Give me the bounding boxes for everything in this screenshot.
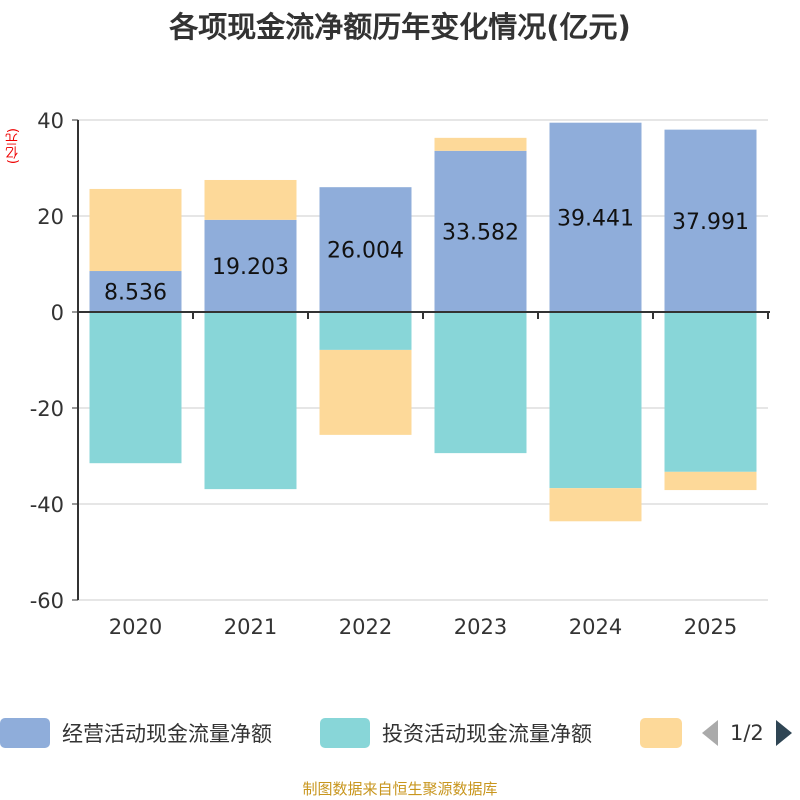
x-tick-label: 2020 xyxy=(109,615,162,639)
bar-segment xyxy=(204,312,297,490)
bar-segment xyxy=(664,471,757,491)
data-label: 39.441 xyxy=(557,206,634,231)
legend-item-operating[interactable]: 经营活动现金流量净额 xyxy=(0,718,272,748)
y-tick-label: 40 xyxy=(37,109,64,133)
bar-segment xyxy=(89,312,182,464)
y-tick-label: -60 xyxy=(30,589,64,613)
legend-swatch xyxy=(0,718,50,748)
x-tick-label: 2024 xyxy=(569,615,622,639)
next-page-icon[interactable] xyxy=(774,718,794,748)
bar-segment xyxy=(204,179,297,220)
legend-swatch xyxy=(640,718,682,748)
legend-item-financing[interactable] xyxy=(640,718,694,748)
y-tick-label: 0 xyxy=(51,301,64,325)
bar-segment xyxy=(89,271,182,312)
x-tick-label: 2021 xyxy=(224,615,277,639)
data-label: 26.004 xyxy=(327,239,404,264)
x-tick-label: 2023 xyxy=(454,615,507,639)
legend-label: 投资活动现金流量净额 xyxy=(382,722,592,746)
bar-segment xyxy=(434,137,527,151)
bar-segment xyxy=(89,188,182,272)
bar-segment xyxy=(549,488,642,522)
bar-segment xyxy=(319,312,412,350)
chart-title: 各项现金流净额历年变化情况(亿元) xyxy=(169,10,631,44)
legend-label: 经营活动现金流量净额 xyxy=(62,722,272,746)
prev-page-icon[interactable] xyxy=(700,718,720,748)
bar-segment xyxy=(549,122,642,312)
bar-segment xyxy=(319,349,412,435)
bar-segment xyxy=(434,312,527,454)
y-tick-label: -40 xyxy=(30,493,64,517)
data-label: 8.536 xyxy=(104,281,167,306)
legend-swatch xyxy=(320,718,370,748)
bar-segment xyxy=(664,129,757,312)
legend-pager: 1/2 xyxy=(700,718,794,748)
x-tick-label: 2025 xyxy=(684,615,737,639)
bar-segment xyxy=(434,150,527,312)
chart: -60 -40 -20 0 20 40 8.536 19.203 26.004 33.582 39.… xyxy=(30,109,770,639)
bar-segment xyxy=(549,312,642,489)
bar-segment xyxy=(319,187,412,312)
y-tick-label: -20 xyxy=(30,397,64,421)
data-label: 19.203 xyxy=(212,255,289,280)
x-tick-label: 2022 xyxy=(339,615,392,639)
bar-segment xyxy=(664,312,757,472)
bar-segment xyxy=(204,219,297,312)
legend-item-investing[interactable]: 投资活动现金流量净额 xyxy=(320,718,592,748)
source-note: 制图数据来自恒生聚源数据库 xyxy=(302,780,498,798)
page-indicator: 1/2 xyxy=(730,721,764,745)
y-tick-label: 20 xyxy=(37,205,64,229)
data-label: 37.991 xyxy=(672,210,749,235)
data-label: 33.582 xyxy=(442,220,519,245)
